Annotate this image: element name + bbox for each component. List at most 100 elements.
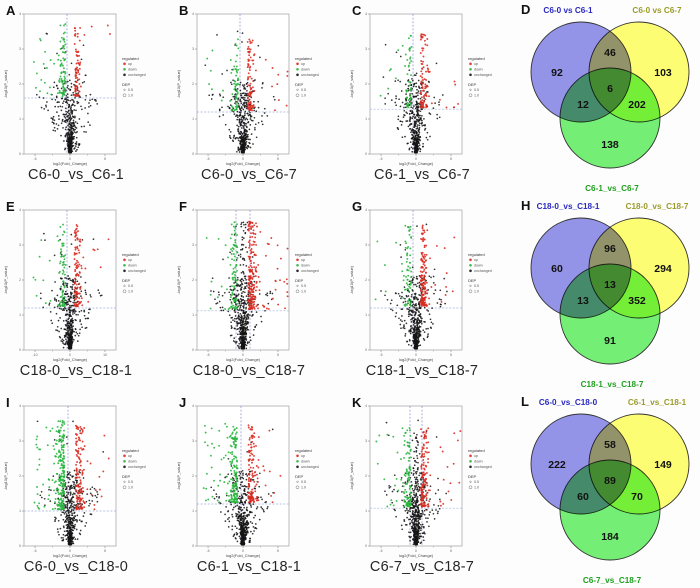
y-tick-label: 3 [192,47,194,51]
legend-dep-label: 0.5 [301,480,306,484]
legend-size-dot-icon [469,480,472,483]
legend-dep-label: 0.5 [128,480,133,484]
x-tick-label: 10 [103,353,107,357]
y-tick-label: 2 [192,82,194,86]
y-tick-label: 3 [19,439,21,443]
scatter-points [204,30,289,154]
legend-dep-label: 1.0 [128,94,133,98]
panel-caption-G: C18-1_vs_C18-7 [365,363,479,379]
y-tick-label: 3 [365,439,367,443]
venn-circle-green [559,67,661,169]
x-tick-label: 0 [242,353,244,357]
panel-I: I 0 1 2 3 4 -5 0 5 log2(Fold_Change) -log10(P_val… [0,392,173,588]
legend-title: regulated [295,252,312,257]
venn-circle-green [559,263,661,365]
panel-L: L C6-0_vs_C18-0 C6-1_vs_C18-1 C6-7_vs_C18-… [519,392,700,588]
legend-dep-label: 0.5 [474,88,479,92]
legend-dot-icon [123,465,126,469]
y-tick-label: 4 [365,208,367,212]
panel-C: C 0 1 2 3 4 -5 0 5 log2(Fold_Change) -log10(P_val… [346,0,519,196]
legend-dep-title: DEP [122,474,131,479]
volcano-plot-svg-I: 0 1 2 3 4 -5 0 5 log2(Fold_Change) -log10(P_value… [3,404,146,558]
venn-count-C: 184 [601,531,619,543]
legend-dot-icon [123,258,126,262]
legend-item-label: up [128,62,132,66]
y-tick-label: 0 [19,544,21,548]
legend-item-label: down [301,68,310,72]
panel-letter-G: G [352,199,363,214]
venn-count-ABC: 13 [604,279,616,291]
legend-size-dot-icon [123,88,126,91]
panel-letter-D: D [521,2,531,17]
y-axis-label: -log10(P_value) [176,69,181,98]
y-tick-label: 1 [192,509,194,513]
venn-diagram-svg-L: C6-0_vs_C18-0 C6-1_vs_C18-1 C6-7_vs_C18-7 2… [530,398,690,585]
venn-count-C: 91 [604,335,616,347]
x-tick-label: -5 [34,549,37,553]
panel-letter-E: E [6,199,15,214]
panel-caption-C: C6-1_vs_C6-7 [374,167,470,183]
legend-dot-icon [469,460,472,463]
legend-item-label: down [474,68,483,72]
y-tick-label: 1 [19,117,21,121]
legend-dot-icon [296,454,299,458]
legend-item-label: down [301,460,310,464]
legend-dep-label: 0.5 [474,480,479,484]
y-tick-label: 1 [192,117,194,121]
legend-item-label: unchanged [128,465,146,469]
legend-dot-icon [469,73,472,77]
panel-caption-E: C18-0_vs_C18-1 [19,363,133,379]
volcano-plot-svg-E: 0 1 2 3 4 -10 0 10 log2(Fold_Change) -log10(P_val… [3,208,146,362]
scatter-points [205,220,289,350]
venn-set-label-green: C6-7_vs_C18-7 [583,576,642,585]
legend-dot-icon [296,73,299,77]
legend-size-dot-icon [469,284,472,287]
legend-dep-label: 1.0 [474,486,479,490]
y-axis-label: -log10(P_value) [176,461,181,490]
legend-dot-icon [469,454,472,458]
venn-diagram-svg-D: C6-0 vs C6-1 C6-0 vs C6-7 C6-1_vs_C6-7 92 46… [530,6,690,193]
scatter-points [32,223,110,350]
venn-count-AB: 96 [604,243,616,255]
legend-dot-icon [123,68,126,71]
x-tick-label: 5 [277,549,279,553]
venn-set-label-green: C18-1_vs_C18-7 [581,380,644,389]
legend-dot-icon [296,62,299,66]
scatter-points [33,419,110,546]
panel-D: D C6-0 vs C6-1 C6-0 vs C6-7 C6-1_vs_C6-7 92… [519,0,700,196]
x-axis-label: log2(Fold_Change) [226,357,261,362]
legend-dep-title: DEP [122,278,131,283]
scatter-points [379,33,460,154]
legend-item-label: up [474,62,478,66]
legend-dot-icon [296,264,299,267]
legend-size-dot-icon [122,289,127,294]
y-tick-label: 4 [19,404,21,408]
x-tick-label: -5 [207,353,210,357]
legend-size-dot-icon [296,480,299,483]
panel-F: F 0 1 2 3 4 -5 0 5 log2(Fold_Change) -log10(P_val… [173,196,346,392]
y-tick-label: 2 [19,474,21,478]
venn-count-AB: 58 [604,439,616,451]
y-tick-label: 3 [19,47,21,51]
x-tick-label: -5 [207,549,210,553]
venn-set-label-blue: C6-0_vs_C18-0 [539,398,598,407]
legend-item-label: down [301,264,310,268]
x-tick-label: 0 [69,549,71,553]
legend-dep-title: DEP [295,474,304,479]
legend-item-label: down [128,68,137,72]
y-tick-label: 0 [19,348,21,352]
panel-caption-F: C18-0_vs_C18-7 [192,363,306,379]
x-tick-label: 0 [242,157,244,161]
legend-dep-title: DEP [295,82,304,87]
legend-item-label: unchanged [301,73,319,77]
y-axis-label: -log10(P_value) [349,461,354,490]
venn-count-B: 294 [654,263,672,275]
x-axis-label: log2(Fold_Change) [53,553,88,558]
scatter-points [33,23,111,154]
y-tick-label: 1 [365,509,367,513]
legend-dot-icon [469,62,472,66]
y-tick-label: 3 [192,243,194,247]
y-tick-label: 0 [365,544,367,548]
